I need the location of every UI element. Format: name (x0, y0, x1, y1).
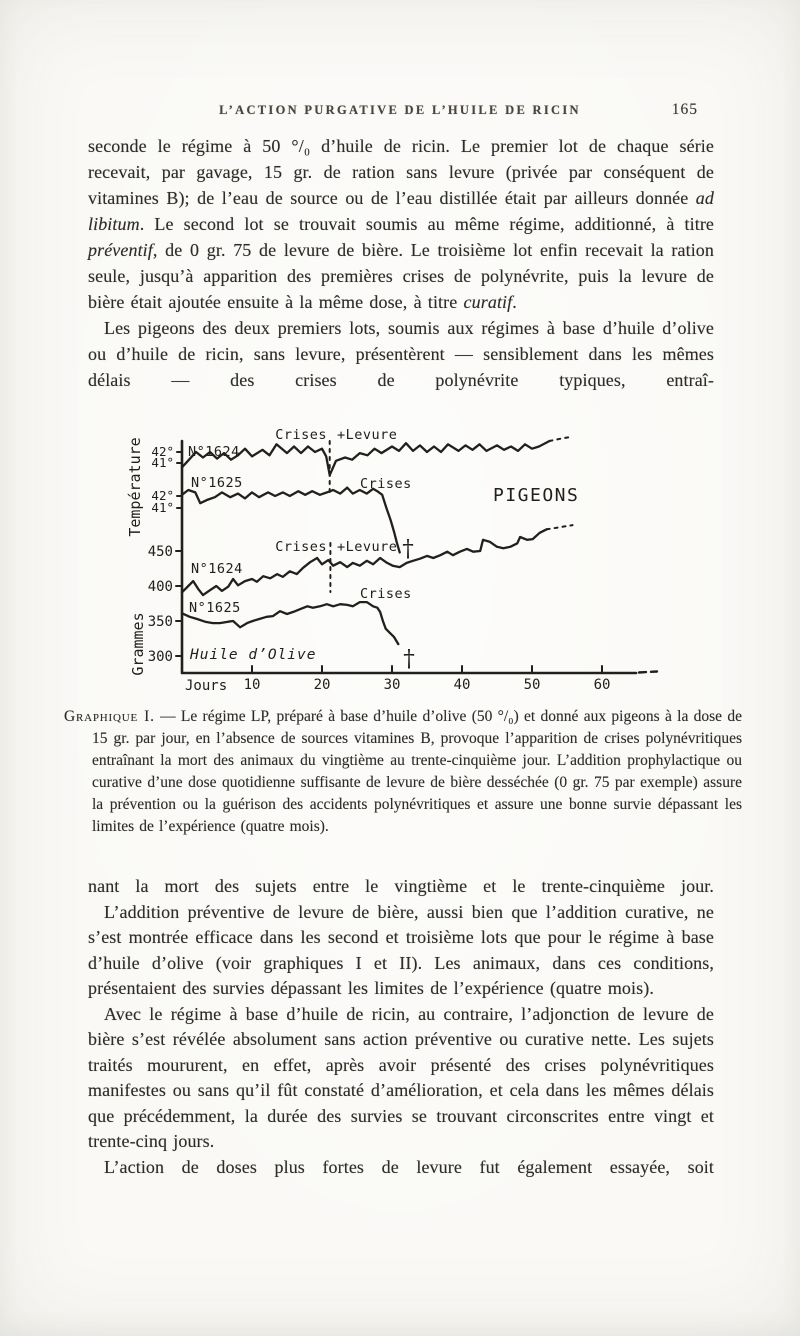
svg-text:Crises: Crises (275, 427, 327, 443)
svg-text:60: 60 (594, 677, 611, 693)
svg-text:41°: 41° (151, 500, 174, 515)
svg-text:20: 20 (314, 677, 331, 693)
svg-text:400: 400 (148, 579, 173, 595)
svg-text:N°1624: N°1624 (188, 444, 240, 460)
text-block-top: seconde le régime à 50 °/₀ d’huile de ri… (88, 133, 714, 393)
figure-caption: Graphique I. — Le régime LP, préparé à b… (64, 708, 742, 835)
svg-text:+Levure: +Levure (337, 539, 397, 555)
paragraph: Avec le régime à base d’huile de ricin, … (88, 1003, 714, 1152)
svg-text:Crises: Crises (360, 586, 412, 602)
svg-text:†: † (403, 646, 415, 672)
svg-text:N°1624: N°1624 (191, 561, 243, 577)
paragraph: nant la mort des sujets entre le vingtiè… (88, 876, 714, 896)
svg-text:30: 30 (384, 677, 401, 693)
page-number: 165 (671, 101, 698, 118)
svg-text:†: † (402, 536, 414, 562)
svg-text:Grammes: Grammes (129, 612, 147, 675)
paragraph: seconde le régime à 50 °/₀ d’huile de ri… (88, 136, 714, 312)
svg-text:450: 450 (148, 544, 173, 560)
svg-text:Jours: Jours (185, 678, 227, 694)
svg-text:350: 350 (148, 614, 173, 630)
paragraph: L’action de doses plus fortes de levure … (104, 1156, 714, 1177)
svg-text:Huile d’Olive: Huile d’Olive (189, 647, 317, 663)
svg-text:10: 10 (244, 677, 261, 693)
svg-text:42°: 42° (151, 444, 174, 459)
svg-text:Crises: Crises (360, 476, 412, 492)
paragraph: L’addition préventive de levure de bière… (88, 901, 714, 999)
svg-text:40: 40 (454, 677, 471, 693)
svg-text:Crises: Crises (275, 539, 327, 555)
svg-text:50: 50 (524, 677, 541, 693)
page-title: L’ACTION PURGATIVE DE L’HUILE DE RICIN (219, 103, 581, 117)
svg-text:300: 300 (148, 649, 173, 665)
svg-text:N°1625: N°1625 (191, 475, 243, 491)
svg-text:+Levure: +Levure (337, 427, 397, 443)
svg-text:N°1625: N°1625 (189, 600, 241, 616)
svg-text:42°: 42° (151, 488, 174, 503)
running-header: L’ACTION PURGATIVE DE L’HUILE DE RICIN (88, 103, 712, 118)
paragraph: Les pigeons des deux premiers lots, soum… (88, 318, 714, 390)
svg-text:Température: Température (126, 437, 144, 536)
text-block-bottom: nant la mort des sujets entre le vingtiè… (88, 874, 714, 1180)
svg-text:41°: 41° (151, 455, 174, 470)
svg-text:PIGEONS: PIGEONS (493, 485, 579, 506)
